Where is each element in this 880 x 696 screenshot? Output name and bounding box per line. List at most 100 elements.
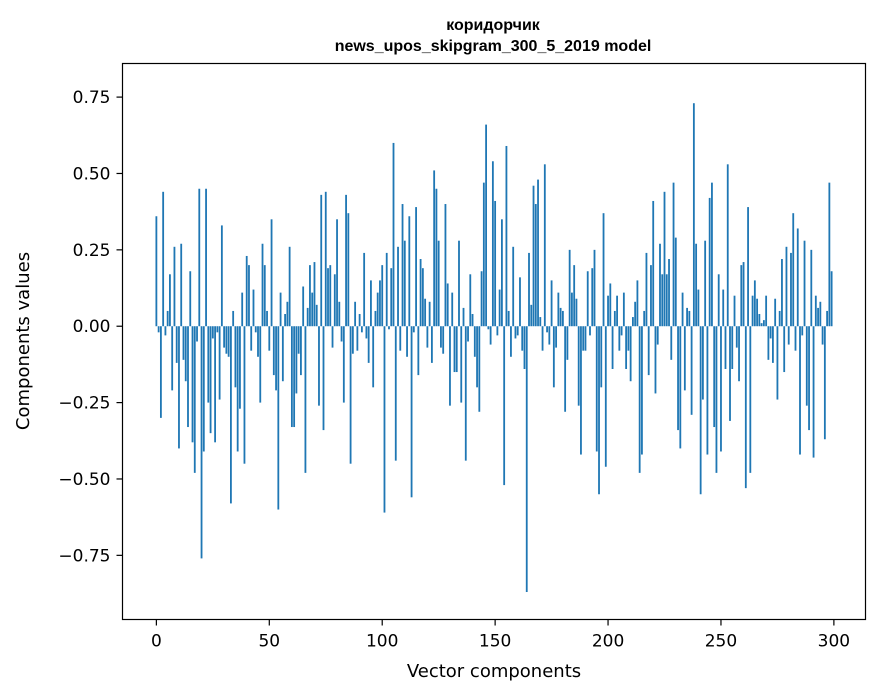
y-tick-label: 0.00 [73, 317, 111, 337]
bar [169, 274, 171, 327]
bar [182, 326, 185, 360]
bar [819, 301, 822, 327]
bar [245, 255, 248, 327]
bar [631, 317, 634, 327]
bar [566, 326, 569, 360]
y-tick-label: −0.50 [58, 470, 110, 490]
bar [175, 326, 178, 363]
bar [433, 170, 436, 327]
bar [469, 274, 472, 327]
bar [250, 326, 253, 351]
bar [496, 326, 499, 336]
bar [189, 271, 192, 327]
bar [778, 310, 781, 327]
bar [489, 326, 492, 345]
bar [467, 326, 469, 342]
bar [683, 326, 686, 391]
bar [550, 280, 553, 327]
bar [191, 326, 194, 443]
bar [519, 277, 521, 327]
bar [205, 188, 207, 327]
bar [356, 326, 359, 351]
x-tick-label: 300 [818, 632, 850, 652]
bar [769, 326, 772, 339]
bar [552, 326, 555, 388]
bar [157, 326, 160, 333]
x-tick-label: 0 [151, 632, 162, 652]
bar [193, 326, 196, 473]
bar [399, 326, 402, 351]
bar [485, 124, 487, 327]
y-axis-label: Components values [13, 252, 34, 430]
bar [668, 259, 670, 327]
bar [394, 326, 397, 461]
bar [363, 252, 366, 327]
bar [223, 326, 226, 348]
y-tick-label: 0.75 [73, 88, 111, 108]
bar [460, 326, 463, 403]
bar [753, 280, 756, 327]
bar [473, 326, 476, 357]
bar [534, 204, 537, 327]
bar [629, 326, 632, 382]
bar [248, 265, 250, 327]
bar [543, 164, 546, 327]
x-tick-label: 100 [366, 632, 398, 652]
bar [611, 326, 614, 369]
bar [421, 268, 424, 327]
bar [403, 240, 406, 327]
bar [234, 326, 237, 388]
bar [320, 194, 323, 327]
bar [627, 326, 630, 351]
y-tick-label: 0.25 [73, 241, 111, 261]
bar [647, 326, 650, 376]
bar [760, 323, 763, 327]
bar [455, 326, 458, 373]
bar [482, 182, 485, 327]
bar [318, 326, 320, 406]
bar [674, 237, 677, 327]
bar [370, 280, 372, 327]
bar [498, 289, 501, 327]
bar [345, 194, 347, 327]
bar [826, 310, 829, 327]
bar [656, 326, 659, 345]
bar [300, 326, 302, 376]
bar [708, 197, 711, 327]
bar [541, 326, 544, 351]
bar [812, 326, 815, 458]
bars-group [155, 103, 833, 593]
bar [575, 298, 578, 327]
bar [471, 314, 474, 327]
bar [202, 326, 205, 452]
bar [512, 246, 515, 327]
bar [790, 252, 792, 327]
x-tick-label: 150 [479, 632, 511, 652]
bar [573, 265, 576, 327]
bar [381, 265, 384, 327]
chart-subtitle: news_upos_skipgram_300_5_2019 model [335, 38, 652, 55]
bar [507, 310, 510, 327]
bar [661, 274, 664, 327]
bar [735, 326, 738, 348]
bar [449, 326, 451, 406]
bar [376, 292, 379, 327]
bar [225, 326, 228, 354]
y-tick-label: −0.75 [58, 546, 110, 566]
bar [692, 103, 695, 327]
bar [331, 326, 334, 348]
bar [636, 280, 639, 327]
bar [634, 301, 637, 327]
bar [227, 326, 230, 357]
bar [557, 292, 560, 327]
bar [220, 225, 223, 327]
bar [701, 326, 704, 400]
bar [672, 182, 675, 327]
bar [288, 246, 291, 327]
bar [196, 326, 198, 342]
bar [322, 326, 325, 431]
bar [347, 213, 350, 327]
bar [699, 326, 702, 495]
bar [329, 265, 332, 327]
bar [487, 326, 490, 330]
